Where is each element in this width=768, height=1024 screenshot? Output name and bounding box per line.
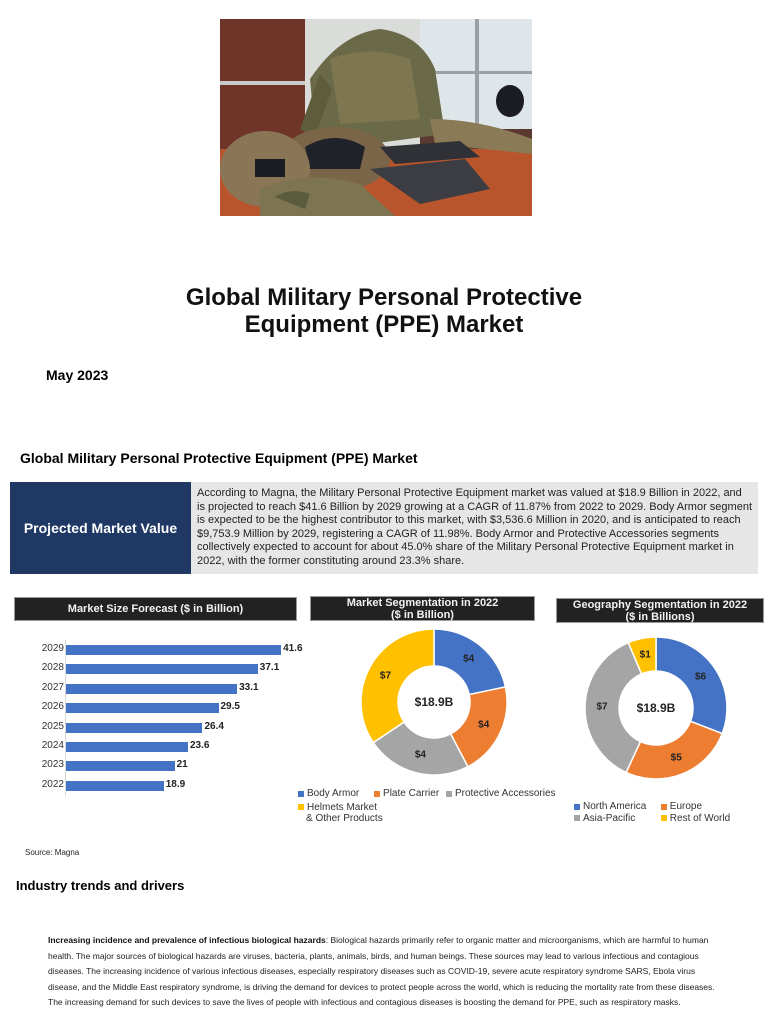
legend-swatch (445, 790, 452, 797)
donut-slice-label: $1 (639, 649, 651, 661)
legend-item-helmets: Helmets Market (298, 802, 377, 813)
bar-row: 2025 26.4 (14, 720, 310, 734)
donut-slice-label: $6 (694, 671, 707, 683)
bar-value-label: 37.1 (259, 662, 280, 674)
segmentation-center-label: $18.9B (414, 695, 454, 709)
forecast-chart-title: Market Size Forecast ($ in Billion) (67, 603, 244, 615)
legend-item-asia-pacific: Asia-Pacific (574, 813, 658, 824)
segmentation-title-line2: ($ in Billion) (391, 608, 454, 621)
bar-category-label: 2025 (41, 720, 64, 732)
bar (66, 645, 282, 655)
legend-item-helmets-line2: & Other Products (306, 813, 383, 824)
geography-title-line2: ($ in Billions) (625, 610, 695, 623)
legend-swatch (298, 790, 304, 797)
donut-slice-label: $4 (478, 719, 490, 731)
trend-item-heading: Increasing incidence and prevalence of i… (48, 935, 326, 945)
bar-value-label: 23.6 (190, 740, 210, 751)
bar-row: 2029 41.6 (14, 643, 310, 656)
legend-item-north-america: North America (574, 801, 658, 812)
bar (66, 761, 175, 772)
geography-chart-header: Geography Segmentation in 2022 ($ in Bil… (556, 598, 764, 623)
donut-slice-label: $7 (379, 670, 392, 682)
legend-swatch (574, 803, 580, 810)
bar-category-label: 2022 (41, 778, 64, 790)
legend-swatch (374, 790, 381, 797)
bar-category-label: 2026 (41, 701, 64, 713)
donut-slice (655, 636, 728, 735)
bar-row: 2022 18.9 (14, 778, 310, 792)
military-ppe-photo (220, 19, 532, 216)
trend-item-body: : Biological hazards primarily refer to … (48, 935, 715, 1008)
projected-market-value-label: Projected Market Value (10, 482, 191, 574)
bar (66, 742, 188, 752)
bar (66, 703, 219, 714)
donut-slice (584, 641, 643, 774)
projected-market-value-panel: Projected Market Value According to Magn… (10, 482, 758, 574)
bar-chart-axis (65, 640, 66, 796)
bar-row: 2024 23.6 (14, 740, 310, 753)
legend-swatch (298, 804, 304, 810)
legend-item-europe: Europe (660, 801, 702, 812)
legend-swatch (574, 815, 580, 821)
geography-center-label: $18.9B (636, 701, 676, 715)
donut-slice-label: $4 (463, 653, 475, 665)
segmentation-donut-chart: $18.9B $4 $4 $4 $7 (359, 627, 509, 777)
legend-swatch (660, 803, 667, 810)
legend-swatch (660, 815, 667, 821)
legend-item-protective-accessories: Protective Accessories (445, 788, 556, 799)
bar-value-label: 26.4 (204, 720, 224, 732)
forecast-chart-header: Market Size Forecast ($ in Billion) (14, 597, 297, 621)
bar-value-label: 29.5 (220, 701, 240, 713)
geography-legend: North America Europe Asia-Pacific Rest o… (574, 801, 754, 824)
source-note: Source: Magna (25, 848, 80, 857)
geography-donut-chart: $18.9B $6 $5 $7 $1 (583, 635, 729, 781)
bar (66, 683, 238, 694)
bar-category-label: 2028 (41, 662, 64, 674)
report-title-line2: Equipment (PPE) Market (244, 311, 524, 338)
bar-category-label: 2029 (41, 643, 64, 654)
bar-row: 2023 21 (14, 759, 310, 772)
legend-item-rest-of-world: Rest of World (660, 813, 730, 824)
projected-market-value-text: According to Magna, the Military Persona… (197, 487, 753, 567)
bar (66, 664, 258, 675)
bar-row: 2027 33.1 (14, 681, 310, 695)
donut-slice-label: $4 (414, 749, 426, 761)
geography-donut-svg (584, 636, 728, 780)
bar-value-label: 18.9 (165, 778, 186, 790)
trends-section-title: Industry trends and drivers (16, 878, 185, 893)
market-size-bar-chart: 2029 41.6 2028 37.1 2027 33.1 2026 29.5 2025 26.4… (14, 640, 310, 800)
segmentation-title-line1: Market Segmentation in 2022 (346, 596, 499, 609)
geography-title-line1: Geography Segmentation in 2022 (572, 598, 748, 611)
bar-category-label: 2023 (41, 759, 64, 771)
donut-slice-label: $5 (670, 752, 682, 764)
legend-item-plate-carrier: Plate Carrier (374, 788, 439, 799)
report-title: Global Military Personal Protective Equi… (0, 284, 768, 338)
bar (66, 722, 203, 733)
bar-category-label: 2027 (41, 681, 64, 693)
donut-slice (625, 720, 724, 780)
bar-row: 2026 29.5 (14, 701, 310, 714)
bar-category-label: 2024 (41, 740, 64, 751)
trend-item: Increasing incidence and prevalence of i… (48, 933, 718, 1011)
section-title: Global Military Personal Protective Equi… (20, 450, 418, 466)
donut-slice-label: $7 (596, 701, 608, 713)
report-date: May 2023 (46, 367, 109, 383)
segmentation-chart-header: Market Segmentation in 2022 ($ in Billio… (310, 596, 535, 621)
donut-slice (627, 636, 657, 675)
bar-value-label: 41.6 (283, 643, 303, 654)
report-title-line1: Global Military Personal Protective (185, 284, 583, 311)
bar-value-label: 21 (176, 759, 188, 771)
cover-image (220, 19, 532, 216)
bar-row: 2028 37.1 (14, 662, 310, 675)
donut-slice (360, 628, 435, 744)
segmentation-legend: Body Armor Plate Carrier Protective Acce… (298, 788, 558, 824)
legend-item-body-armor: Body Armor (298, 788, 359, 799)
segmentation-donut-svg (360, 628, 508, 776)
bar (66, 780, 164, 791)
bar-value-label: 33.1 (239, 681, 259, 693)
